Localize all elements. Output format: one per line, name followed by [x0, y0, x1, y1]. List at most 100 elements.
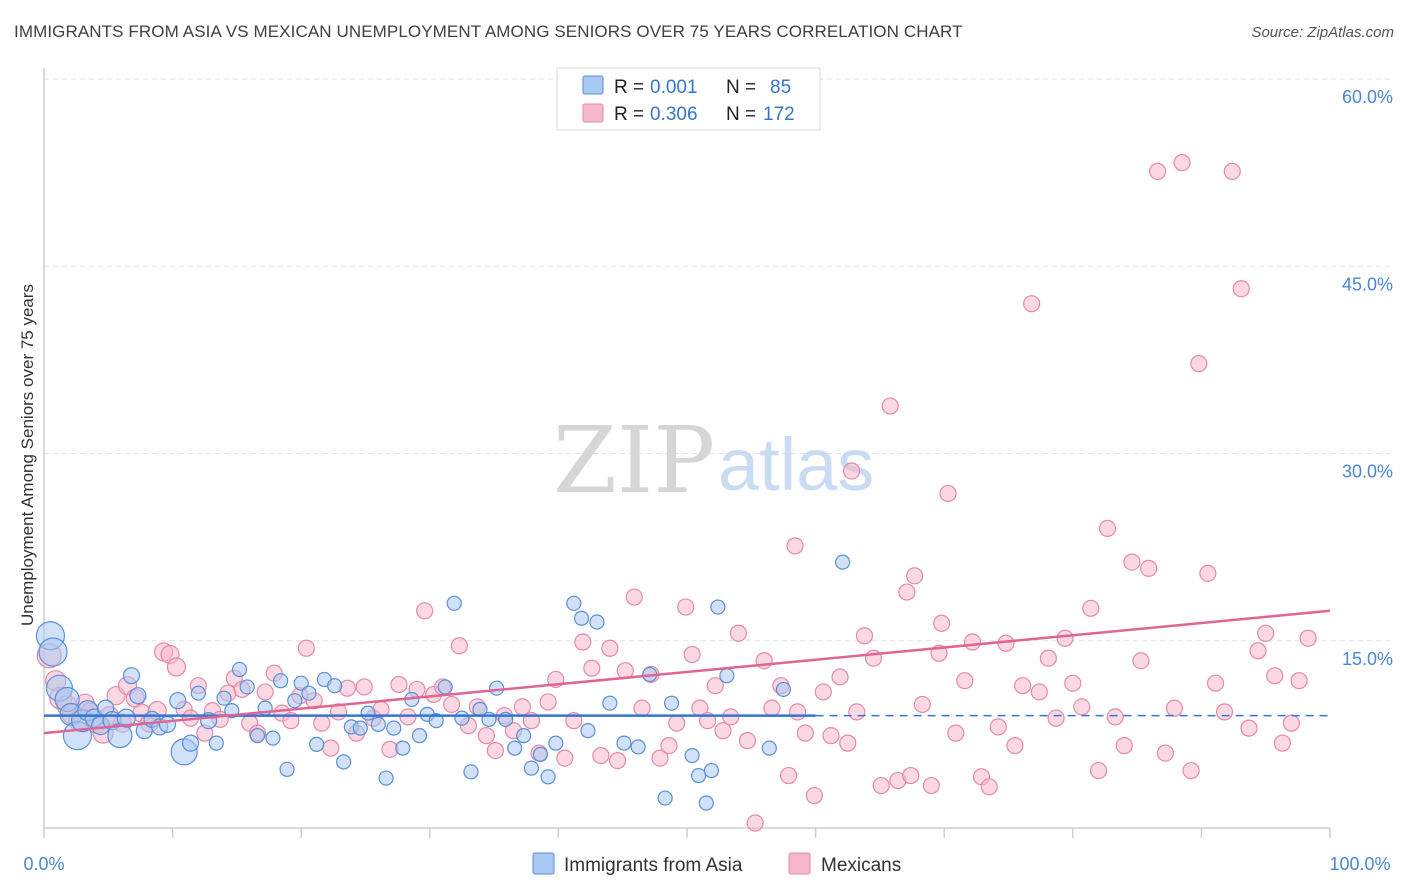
asia-point: [378, 770, 394, 786]
mex-point: [1215, 703, 1234, 721]
mex-point: [651, 749, 669, 767]
mex-point: [633, 699, 651, 717]
mex-point: [1199, 564, 1217, 582]
correlation-legend: R = 0.001 N = 85 R = 0.306 N = 172: [556, 67, 821, 131]
asia-point: [698, 795, 714, 811]
mex-point: [805, 786, 823, 805]
mex-point: [1064, 674, 1082, 692]
mex-point: [1039, 649, 1057, 667]
mex-point: [1030, 683, 1048, 701]
mex-point: [980, 778, 998, 796]
series-legend-swatch-mex: [788, 852, 811, 875]
asia-point: [301, 685, 317, 701]
mex-point: [166, 657, 187, 677]
asia-point: [370, 716, 386, 732]
mex-point: [1115, 737, 1133, 755]
mex-point: [539, 693, 557, 711]
mex-point: [556, 749, 574, 767]
series-legend-label-mex: Mexicans: [821, 855, 901, 876]
asia-point: [190, 685, 206, 701]
mex-point: [855, 627, 874, 645]
asia-point: [602, 695, 618, 711]
asia-point: [507, 740, 523, 756]
asia-point: [386, 720, 402, 736]
asia-point: [309, 736, 325, 752]
asia-point: [703, 762, 720, 779]
y-tick-labels: 15.0% 30.0% 45.0% 60.0%: [1342, 87, 1393, 669]
mex-point: [906, 567, 924, 585]
asia-point: [411, 728, 428, 744]
mex-point: [297, 639, 315, 657]
asia-point: [169, 692, 187, 710]
mex-point: [1223, 162, 1241, 180]
mex-point: [1132, 652, 1150, 670]
mex-point: [592, 746, 610, 765]
mex-point: [1190, 355, 1208, 373]
legend-n-value-mex: 172: [763, 104, 795, 125]
mex-point: [786, 537, 804, 555]
watermark: ZIP atlas: [553, 407, 874, 514]
mex-point: [416, 602, 434, 620]
asia-point: [489, 680, 505, 696]
mex-point: [822, 727, 840, 745]
mex-point: [947, 724, 965, 742]
y-tick-label: 30.0%: [1342, 462, 1393, 482]
mex-point: [831, 668, 849, 686]
legend-n-label-asia: N =: [726, 77, 756, 98]
mex-point: [1232, 280, 1250, 298]
asia-point: [395, 740, 411, 756]
mex-point: [1173, 154, 1191, 172]
legend-swatch-mex: [582, 103, 604, 123]
legend-r-label-mex: R =: [614, 104, 644, 125]
trend-lines: [43, 609, 1331, 735]
mex-point: [1290, 672, 1308, 690]
asia-point: [216, 690, 232, 706]
mex-point: [1089, 761, 1108, 780]
series-legend-swatch-asia: [532, 852, 555, 875]
mex-point: [450, 637, 468, 655]
asia-point: [158, 715, 177, 733]
asia-point: [463, 764, 479, 780]
mex-point: [660, 737, 678, 755]
asia-point: [327, 678, 343, 694]
mex-point: [1240, 719, 1258, 737]
mex-point: [313, 714, 331, 732]
mex-point: [683, 645, 701, 664]
asia-point: [835, 554, 851, 570]
mex-point: [1273, 734, 1292, 752]
y-tick-label: 45.0%: [1342, 274, 1393, 294]
mex-point: [796, 724, 814, 742]
mex-point: [1182, 761, 1200, 780]
mex-point: [513, 698, 531, 716]
y-tick-label: 60.0%: [1342, 87, 1393, 107]
mex-point: [583, 659, 601, 677]
watermark-zip: ZIP: [553, 407, 715, 514]
legend-n-label-mex: N =: [726, 104, 756, 125]
asia-point: [573, 610, 590, 626]
asia-point: [761, 740, 777, 756]
asia-point: [279, 761, 295, 777]
asia-point: [208, 735, 224, 751]
mex-point: [1156, 744, 1174, 762]
asia-point: [182, 734, 200, 752]
mex-point: [338, 679, 357, 697]
asia-point: [516, 728, 532, 744]
asia-point: [580, 723, 596, 739]
mex-point: [477, 727, 495, 745]
y-axis-label: Unemployment Among Seniors over 75 years: [18, 284, 37, 626]
mex-point: [913, 695, 931, 714]
asia-point: [532, 746, 548, 762]
mex-point: [322, 739, 340, 757]
legend-swatch-asia: [582, 75, 604, 95]
mex-trend-line: [43, 609, 1331, 735]
mex-point: [1140, 559, 1158, 577]
mex-point: [1073, 698, 1091, 716]
mex-point: [601, 639, 619, 657]
asia-point: [273, 673, 289, 689]
mex-point: [714, 722, 732, 740]
mex-point: [956, 672, 974, 690]
mex-point: [872, 776, 890, 795]
mex-point: [668, 714, 686, 732]
mex-point: [963, 633, 982, 651]
mex-point: [355, 678, 373, 696]
